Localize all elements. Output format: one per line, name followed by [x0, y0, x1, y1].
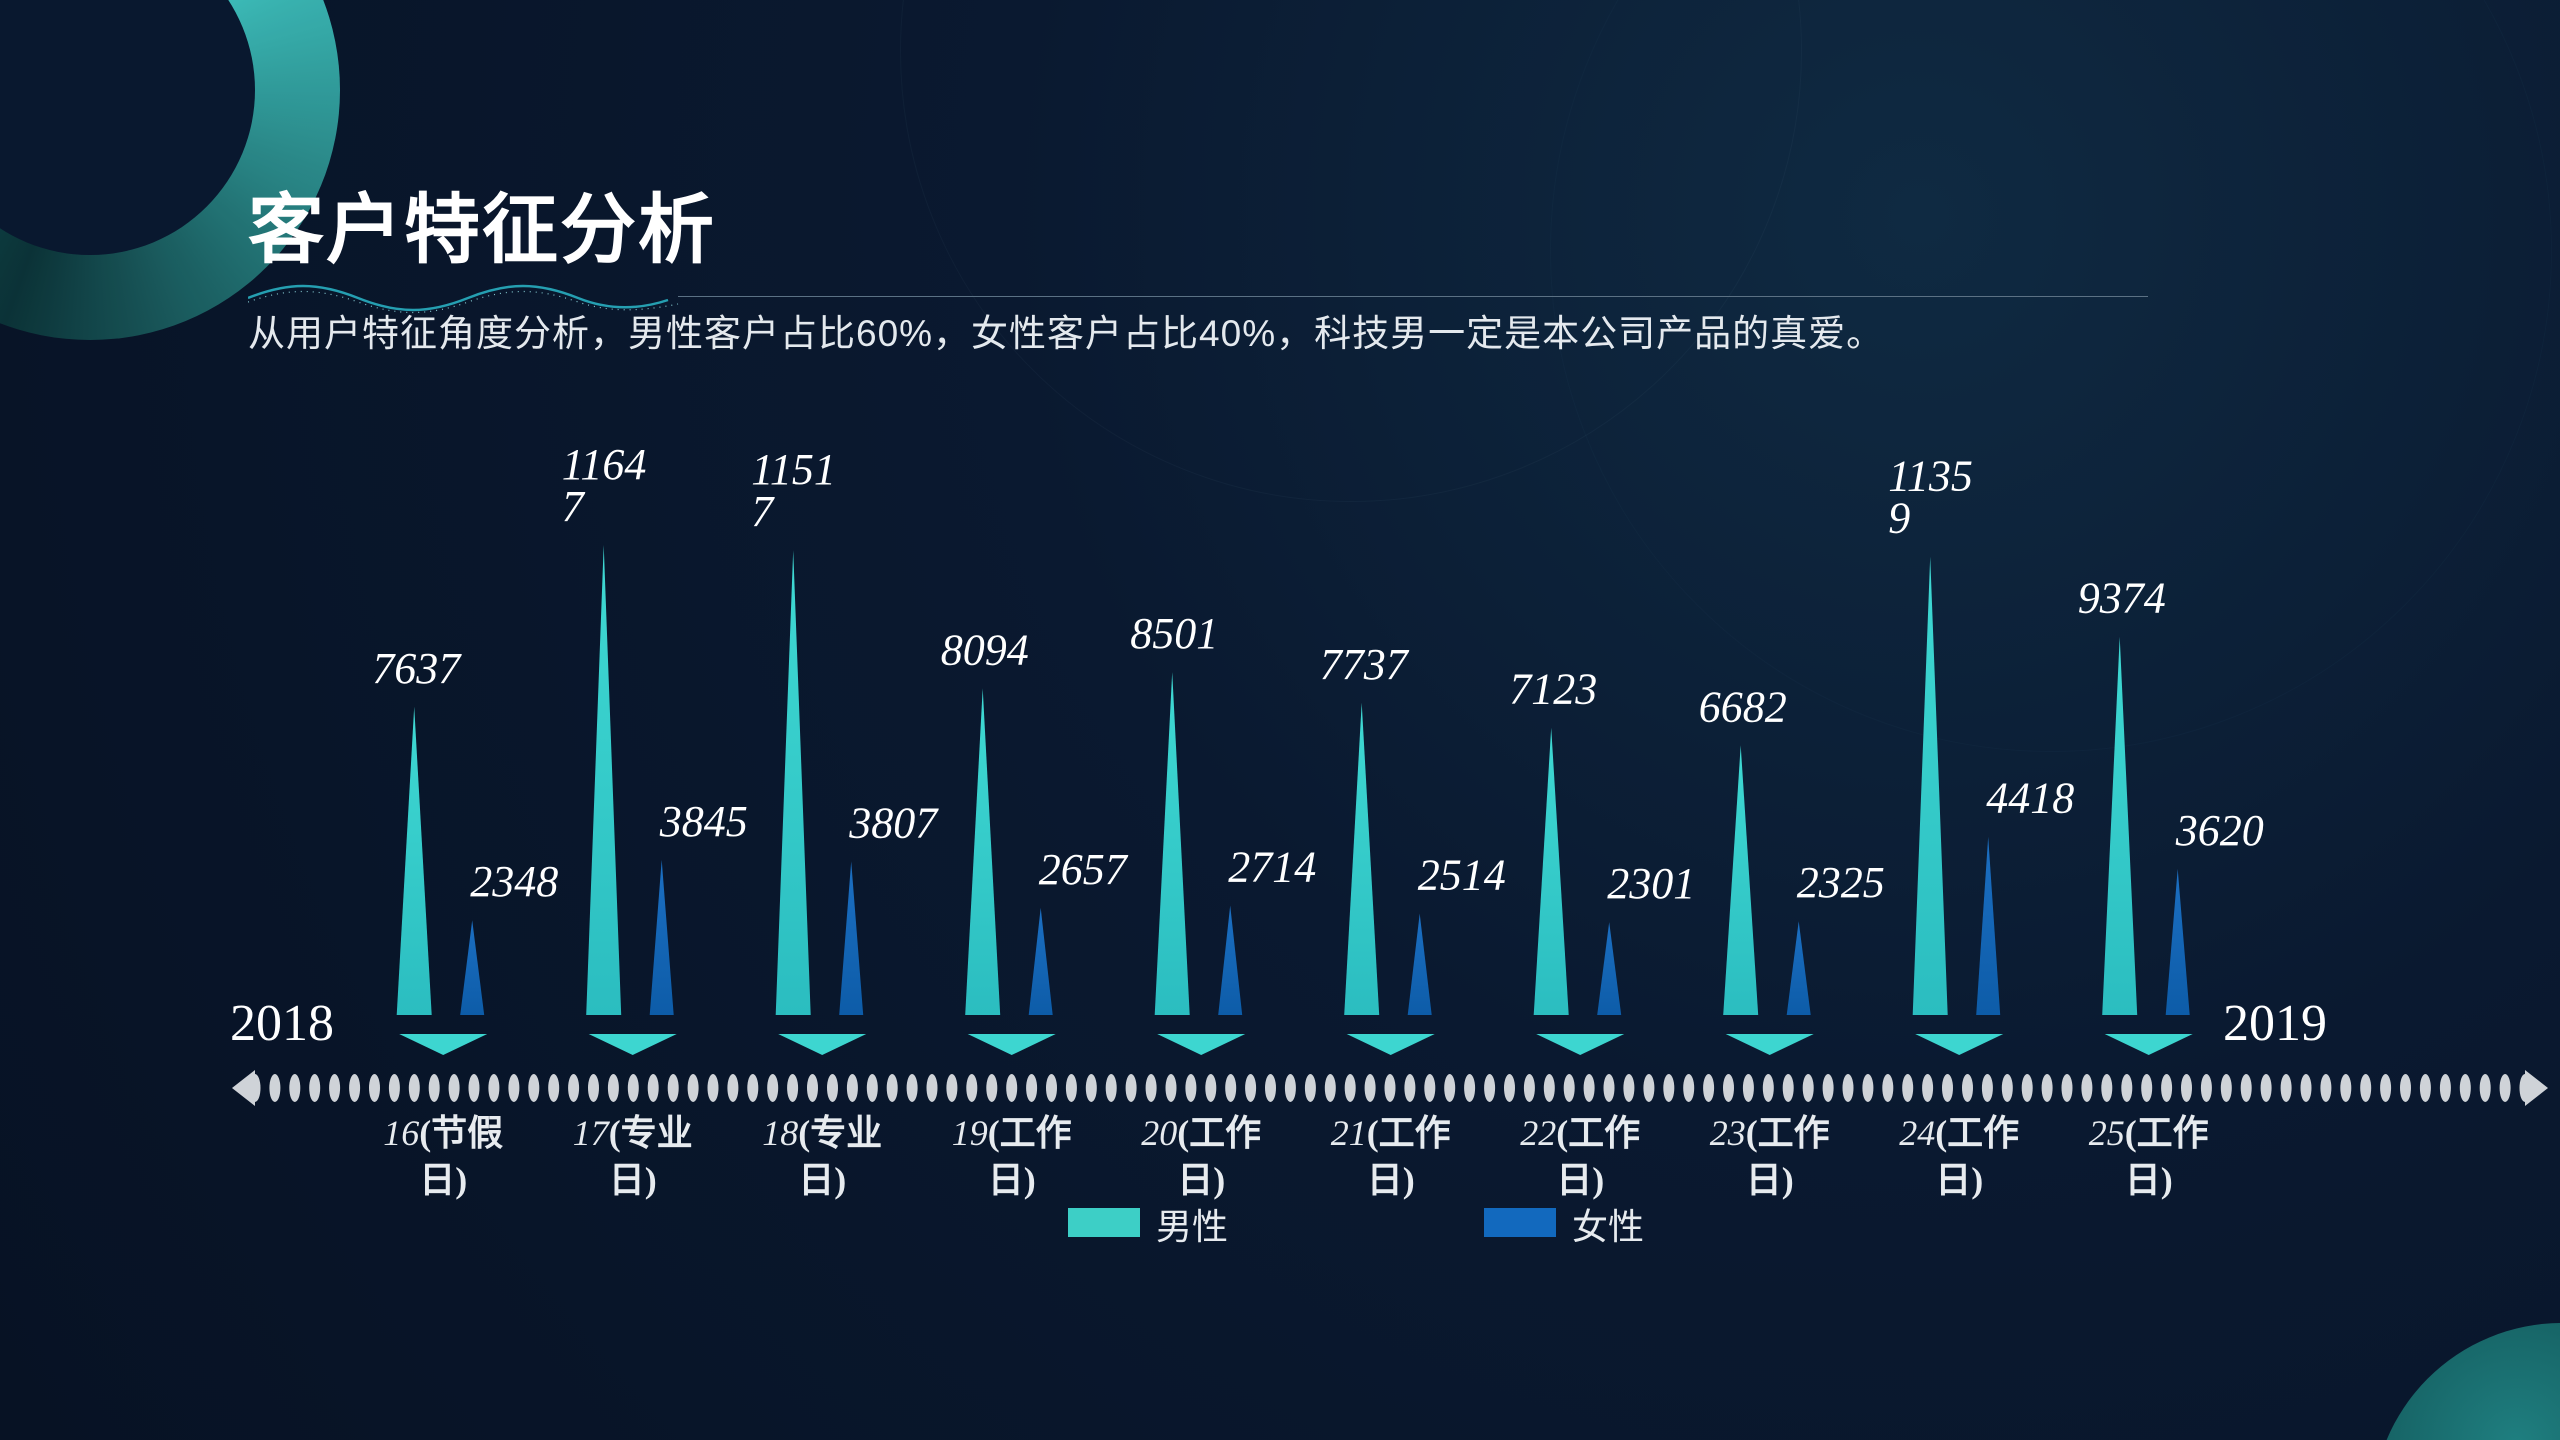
svg-text:7637: 7637 [372, 644, 462, 693]
svg-text:2657: 2657 [1039, 845, 1129, 894]
svg-text:2514: 2514 [1418, 851, 1506, 900]
svg-text:17(专业: 17(专业 [573, 1113, 693, 1153]
svg-text:日): 日) [1935, 1160, 1983, 1200]
svg-text:日): 日) [2125, 1160, 2173, 1200]
svg-text:3807: 3807 [848, 798, 939, 847]
svg-text:19(工作: 19(工作 [952, 1113, 1072, 1153]
svg-text:18(专业: 18(专业 [762, 1113, 882, 1153]
svg-text:7: 7 [751, 487, 775, 536]
svg-text:7737: 7737 [1320, 640, 1410, 689]
svg-text:24(工作: 24(工作 [1899, 1113, 2019, 1153]
svg-text:2348: 2348 [470, 857, 558, 906]
svg-text:8094: 8094 [941, 625, 1029, 674]
svg-text:日): 日) [988, 1160, 1036, 1200]
svg-text:20(工作: 20(工作 [1141, 1113, 1261, 1153]
svg-text:日): 日) [798, 1160, 846, 1200]
svg-text:日): 日) [1556, 1160, 1604, 1200]
svg-text:2019: 2019 [2223, 995, 2327, 1052]
svg-text:2325: 2325 [1797, 858, 1885, 907]
svg-text:6682: 6682 [1699, 682, 1787, 731]
svg-text:25(工作: 25(工作 [2089, 1113, 2209, 1153]
svg-text:3845: 3845 [659, 797, 748, 846]
svg-text:3620: 3620 [2175, 806, 2264, 855]
svg-text:22(工作: 22(工作 [1520, 1113, 1640, 1153]
svg-text:2714: 2714 [1228, 843, 1316, 892]
svg-text:2018: 2018 [230, 995, 334, 1052]
svg-text:日): 日) [419, 1160, 467, 1200]
svg-text:7: 7 [562, 482, 586, 531]
svg-text:9374: 9374 [2078, 574, 2166, 623]
svg-text:16(节假: 16(节假 [383, 1113, 503, 1153]
svg-text:21(工作: 21(工作 [1331, 1113, 1451, 1153]
svg-text:9: 9 [1888, 494, 1910, 543]
svg-text:日): 日) [609, 1160, 657, 1200]
svg-text:日): 日) [1367, 1160, 1415, 1200]
svg-text:8501: 8501 [1130, 609, 1218, 658]
svg-text:4418: 4418 [1986, 774, 2074, 823]
svg-text:2301: 2301 [1607, 859, 1695, 908]
svg-text:23(工作: 23(工作 [1710, 1113, 1830, 1153]
svg-text:日): 日) [1177, 1160, 1225, 1200]
svg-text:日): 日) [1746, 1160, 1794, 1200]
svg-text:7123: 7123 [1509, 665, 1597, 714]
